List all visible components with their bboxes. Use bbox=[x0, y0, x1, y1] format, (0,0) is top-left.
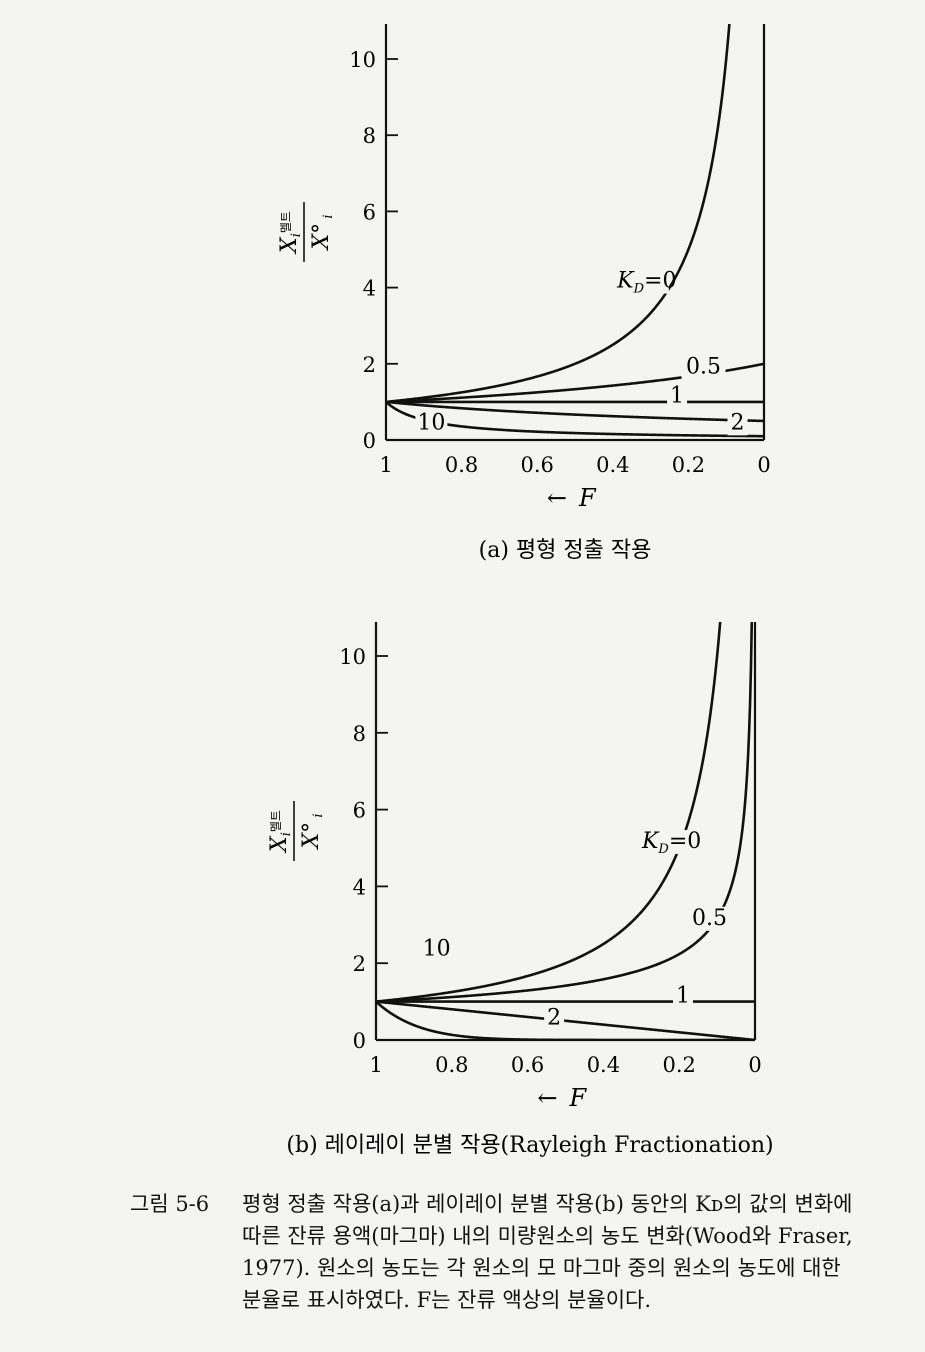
y-tick-label: 0 bbox=[353, 1029, 366, 1053]
x-tick-label: 1 bbox=[379, 453, 392, 477]
series-label: 0.5 bbox=[692, 906, 727, 931]
x-tick-label: 0.4 bbox=[596, 453, 629, 477]
y-tick-label: 10 bbox=[339, 645, 366, 669]
series-label-bg bbox=[624, 269, 669, 294]
y-tick-label: 8 bbox=[363, 124, 376, 148]
series-label: KD=0 bbox=[641, 829, 701, 857]
y-tick-label: 6 bbox=[363, 200, 376, 224]
chart-title: (b) 레이레이 분별 작용(Rayleigh Fractionation) bbox=[286, 1133, 773, 1158]
x-tick-label: 0.8 bbox=[445, 453, 478, 477]
series-label-bg bbox=[687, 906, 732, 931]
y-tick-label: 0 bbox=[363, 429, 376, 453]
x-axis-arrow: ← bbox=[547, 484, 567, 512]
series-label: 1 bbox=[676, 983, 690, 1008]
series-label-bg bbox=[681, 355, 726, 380]
caption-line: 1977). 원소의 농도는 각 원소의 모 마그마 중의 원소의 농도에 대한 bbox=[242, 1256, 841, 1280]
y-tick-label: 10 bbox=[349, 48, 376, 72]
series-line bbox=[386, 24, 731, 404]
figure-number: 그림 5-6 bbox=[130, 1192, 210, 1216]
series-label-bg bbox=[415, 411, 448, 436]
y-tick-label: 4 bbox=[363, 277, 376, 301]
x-tick-label: 0.2 bbox=[662, 1053, 695, 1077]
series-label: 0.5 bbox=[686, 354, 721, 379]
y-tick-label: 4 bbox=[353, 875, 366, 899]
y-label-denominator: X° i bbox=[309, 215, 336, 252]
x-tick-label: 0.4 bbox=[587, 1053, 620, 1077]
series-line bbox=[386, 400, 764, 423]
caption-line: 분율로 표시하였다. F는 잔류 액상의 분율이다. bbox=[242, 1288, 652, 1312]
series-group bbox=[386, 24, 764, 438]
series-label-bg bbox=[727, 411, 748, 436]
series-line bbox=[386, 400, 764, 438]
series-line bbox=[376, 622, 722, 1003]
x-axis-label: F bbox=[578, 484, 597, 512]
caption-line: 평형 정출 작용(a)과 레이레이 분별 작용(b) 동안의 Kᴅ의 값의 변화… bbox=[242, 1192, 853, 1216]
series-label-bg bbox=[667, 384, 688, 409]
series-label: 2 bbox=[731, 410, 745, 435]
y-tick-label: 6 bbox=[353, 799, 366, 823]
series-label-bg bbox=[649, 830, 694, 854]
y-label-denominator: X° i bbox=[299, 814, 326, 851]
x-tick-label: 1 bbox=[369, 1053, 382, 1077]
x-tick-label: 0 bbox=[757, 453, 770, 477]
chart-title: (a) 평형 정출 작용 bbox=[479, 538, 652, 563]
series-line bbox=[376, 622, 754, 1003]
series-label-bg bbox=[672, 984, 693, 1009]
series-label: KD=0 bbox=[616, 269, 676, 297]
series-line bbox=[376, 1000, 755, 1040]
x-tick-label: 0.6 bbox=[520, 453, 553, 477]
caption-line: 따른 잔류 용액(마그마) 내의 미량원소의 농도 변화(Wood와 Frase… bbox=[242, 1224, 853, 1248]
x-tick-label: 0.6 bbox=[511, 1053, 544, 1077]
series-label-bg bbox=[544, 1006, 565, 1031]
series-label: 10 bbox=[417, 410, 445, 435]
series-label: 2 bbox=[547, 1006, 561, 1031]
x-tick-label: 0 bbox=[748, 1053, 761, 1077]
x-axis-arrow: ← bbox=[537, 1084, 557, 1112]
series-label-bg bbox=[420, 937, 453, 962]
x-tick-label: 0.2 bbox=[672, 453, 705, 477]
series-label: 1 bbox=[670, 384, 684, 409]
y-label-numerator: Xi멜트 bbox=[267, 810, 294, 854]
y-tick-label: 8 bbox=[353, 722, 366, 746]
series-line bbox=[376, 1000, 755, 1040]
y-label-numerator: Xi멜트 bbox=[277, 211, 304, 255]
x-axis-label: F bbox=[569, 1084, 588, 1112]
figure-caption-text: 평형 정출 작용(a)과 레이레이 분별 작용(b) 동안의 Kᴅ의 값의 변화… bbox=[242, 1188, 925, 1316]
y-tick-label: 2 bbox=[363, 353, 376, 377]
x-tick-label: 0.8 bbox=[435, 1053, 468, 1077]
series-label: 10 bbox=[423, 937, 451, 962]
y-tick-label: 2 bbox=[353, 952, 366, 976]
series-group bbox=[376, 622, 755, 1040]
